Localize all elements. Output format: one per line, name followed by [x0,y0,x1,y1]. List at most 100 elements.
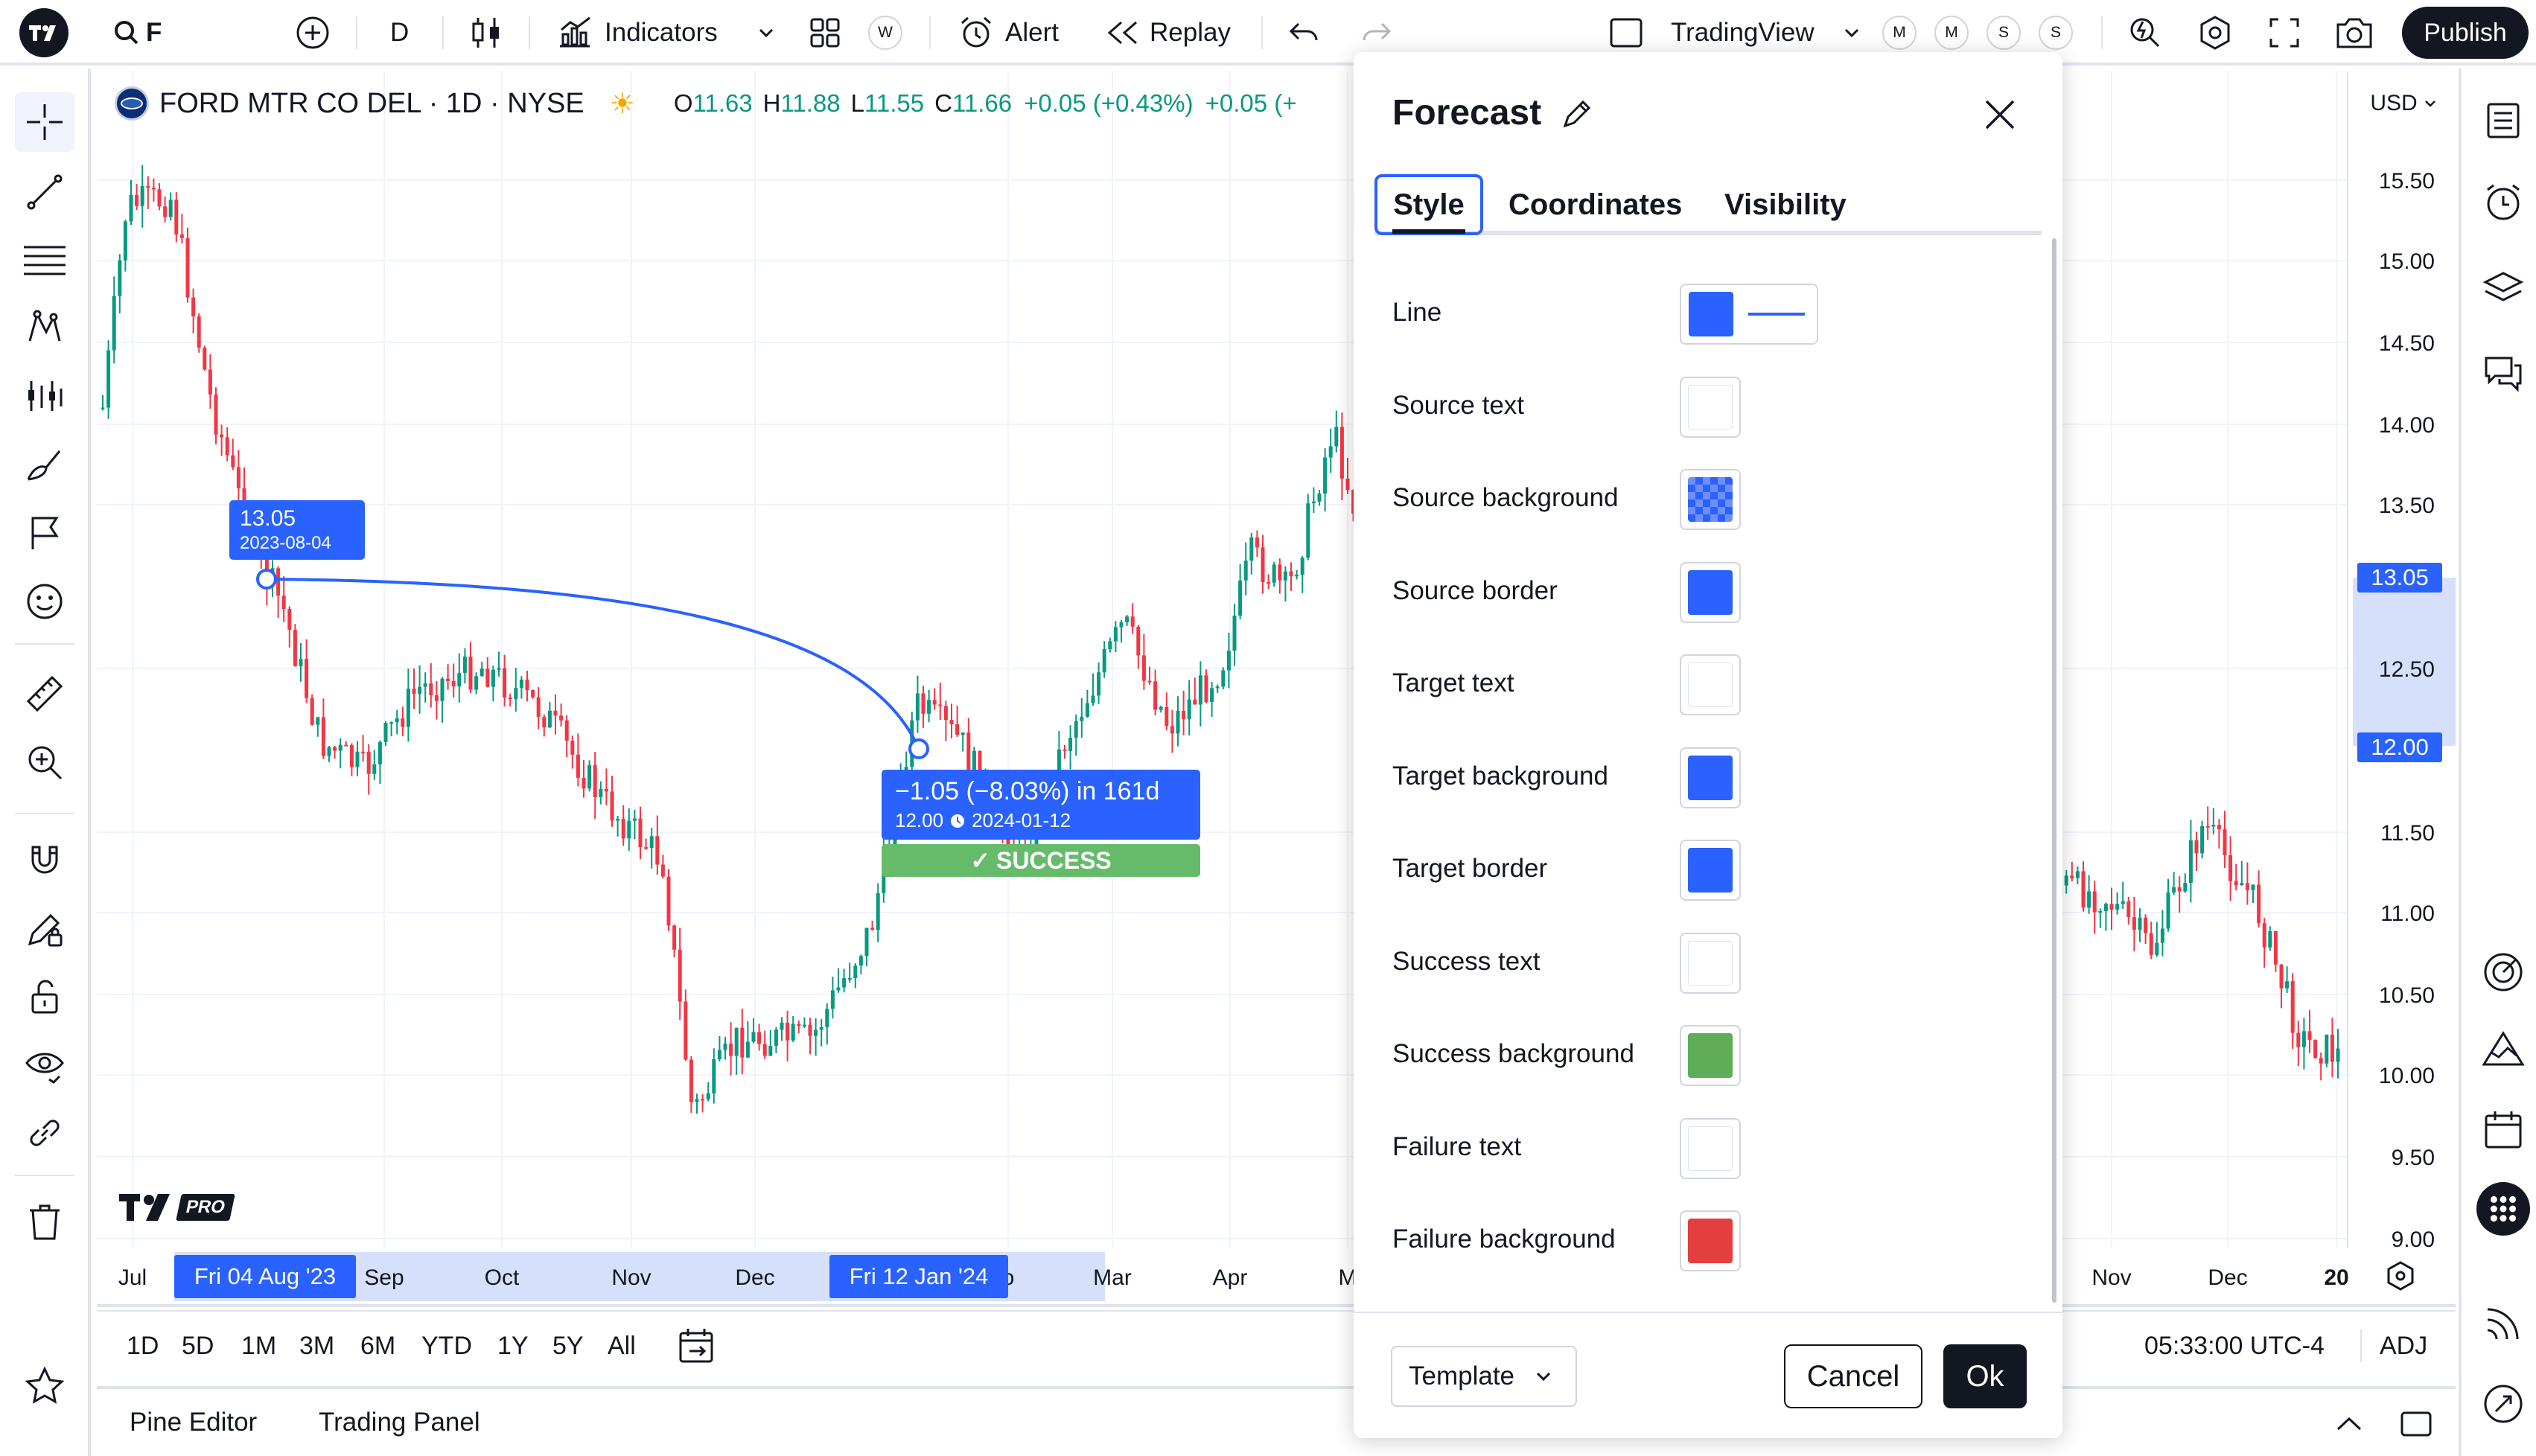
range-button[interactable]: 5D [182,1331,214,1360]
calendar-button[interactable] [2476,1103,2530,1157]
time-axis-settings[interactable] [2384,1259,2417,1292]
forecast-tool[interactable] [15,366,74,426]
alerts-button[interactable] [2476,176,2530,229]
color-swatch-button[interactable] [1680,469,1741,530]
cancel-button[interactable]: Cancel [1784,1344,1922,1408]
stream-button[interactable] [2476,1297,2530,1350]
signals-button[interactable] [2476,945,2530,999]
forecast-line[interactable] [266,578,920,750]
m-pill-2[interactable]: M [1934,16,1969,50]
quick-search-button[interactable] [2126,0,2164,66]
publish-button[interactable]: Publish [2402,7,2529,59]
watchlist-button[interactable] [2476,94,2530,147]
w-pill[interactable]: W [868,16,902,50]
tab-visibility[interactable]: Visibility [1724,174,1847,235]
range-button[interactable]: 1Y [497,1331,529,1360]
remove-drawings-tool[interactable] [15,1192,74,1252]
crosshair-tool[interactable] [15,92,74,152]
tab-style[interactable]: Style [1374,174,1483,235]
price-chart[interactable]: 15.50 15.00 14.50 14.00 13.50 12.50 11.50 11.00… [97,71,2456,1307]
annotation-tool[interactable] [15,503,74,563]
ideas-button[interactable] [2476,1023,2530,1076]
color-swatch-button[interactable] [1680,284,1818,345]
range-button[interactable]: YTD [421,1331,472,1360]
hide-drawings-tool[interactable] [15,1035,74,1094]
lock-drawing-tool[interactable] [15,899,74,959]
forecast-source-point[interactable] [256,569,277,590]
trend-line-tool[interactable] [15,162,74,222]
chart-area[interactable]: 15.50 15.00 14.50 14.00 13.50 12.50 11.50 11.00… [97,71,2456,1307]
lock-all-tool[interactable] [15,966,74,1026]
s-pill-2[interactable]: S [2039,16,2073,50]
redo-button[interactable] [1360,0,1392,66]
range-button[interactable]: 1D [127,1331,159,1360]
layout-grid-button[interactable] [809,0,841,66]
pattern-tool[interactable] [15,298,74,357]
color-swatch-button[interactable] [1680,376,1741,438]
color-swatch-button[interactable] [1680,1210,1741,1271]
measure-tool[interactable] [15,664,74,724]
range-button[interactable]: 5Y [552,1331,584,1360]
alert-button[interactable]: Alert [958,0,1059,66]
color-swatch-button[interactable] [1680,932,1741,994]
pine-editor-tab[interactable]: Pine Editor [130,1389,257,1456]
indicators-button[interactable]: Indicators [557,0,718,66]
color-swatch-button[interactable] [1680,561,1741,623]
timezone-button[interactable]: 05:33:00 UTC-4 [2144,1312,2325,1380]
settings-button[interactable] [2196,0,2234,66]
interval-button[interactable]: D [390,0,409,66]
zoom-tool[interactable] [15,732,74,792]
price-axis[interactable]: 15.50 15.00 14.50 14.00 13.50 12.50 11.50 11.00… [2379,169,2435,1252]
magnet-tool[interactable] [15,831,74,890]
color-swatch-button[interactable] [1680,654,1741,715]
tab-coordinates[interactable]: Coordinates [1508,174,1682,235]
color-swatch-button[interactable] [1680,840,1741,901]
trading-panel-tab[interactable]: Trading Panel [319,1389,480,1456]
goto-date-button[interactable] [678,1312,716,1380]
link-tool[interactable] [15,1103,74,1163]
tradingview-logo-icon[interactable] [19,0,69,66]
range-button[interactable]: 1M [241,1331,277,1360]
adj-button[interactable]: ADJ [2380,1312,2427,1380]
color-swatch-button[interactable] [1680,1117,1741,1179]
currency-selector[interactable]: USD [2360,85,2447,122]
compare-add-button[interactable] [295,0,331,66]
range-button[interactable]: All [608,1331,636,1360]
forecast-target-point[interactable] [908,738,929,759]
undo-button[interactable] [1288,0,1321,66]
range-button[interactable]: 3M [299,1331,335,1360]
forecast-source-label[interactable]: 13.05 2023-08-04 [229,500,365,560]
expand-panel-button[interactable] [2330,1405,2368,1443]
forecast-target-label[interactable]: −1.05 (−8.03%) in 161d 12.00 2024-01-12 [882,770,1200,840]
fullscreen-button[interactable] [2268,0,2301,66]
chats-button[interactable] [2476,347,2530,400]
maximize-panel-button[interactable] [2398,1405,2435,1443]
apps-button[interactable] [2476,1182,2530,1236]
close-button[interactable] [1978,92,2022,137]
favorites-tool[interactable] [15,1356,74,1416]
object-tree-button[interactable] [2476,262,2530,316]
color-swatch-button[interactable] [1680,747,1741,808]
indicators-dropdown[interactable] [756,0,776,66]
time-axis[interactable]: Jul Sep Oct Nov Dec o Mar Apr M Nov Dec 20 [118,1265,2349,1290]
m-pill-1[interactable]: M [1882,16,1917,50]
fib-tool[interactable] [15,231,74,290]
symbol-title[interactable]: FORD MTR CO DEL · 1D · NYSE [159,87,584,119]
layout-name[interactable]: TradingView [1671,0,1815,66]
range-button[interactable]: 6M [360,1331,396,1360]
snapshot-button[interactable] [2335,0,2374,66]
layout-checkbox[interactable] [1608,0,1644,66]
help-button[interactable] [2476,1377,2530,1431]
brush-tool[interactable] [15,435,74,494]
layout-dropdown[interactable] [1842,0,1861,66]
replay-button[interactable]: Replay [1106,0,1231,66]
symbol-search[interactable]: F [112,0,162,66]
dialog-scrollbar[interactable] [2052,238,2056,1303]
s-pill-1[interactable]: S [1987,16,2021,50]
pencil-icon[interactable] [1561,96,1595,130]
ok-button[interactable]: Ok [1943,1344,2027,1408]
color-swatch-button[interactable] [1680,1025,1741,1086]
template-dropdown[interactable]: Template [1391,1346,1577,1407]
emoji-tool[interactable] [15,572,74,631]
chart-type-button[interactable] [471,0,503,66]
